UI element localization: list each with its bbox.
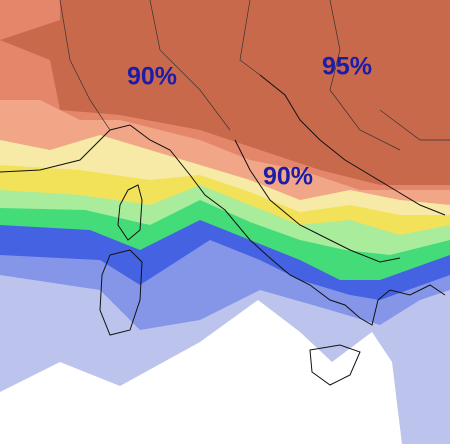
- probability-label: 95%: [322, 53, 372, 81]
- probability-label: 90%: [263, 163, 313, 191]
- border: [59, 0, 450, 151]
- probability-label: 90%: [127, 63, 177, 91]
- coastline: [0, 124, 446, 326]
- no-data-area: [0, 300, 402, 444]
- island-sicily: [309, 344, 361, 386]
- coastlines: [0, 0, 450, 386]
- island-sardinia: [99, 249, 143, 336]
- band-dark-red: [0, 0, 450, 185]
- island-corsica: [117, 184, 143, 241]
- coastline: [259, 74, 446, 216]
- labels: 90% 95% 90%: [127, 53, 372, 191]
- coastline: [234, 139, 401, 263]
